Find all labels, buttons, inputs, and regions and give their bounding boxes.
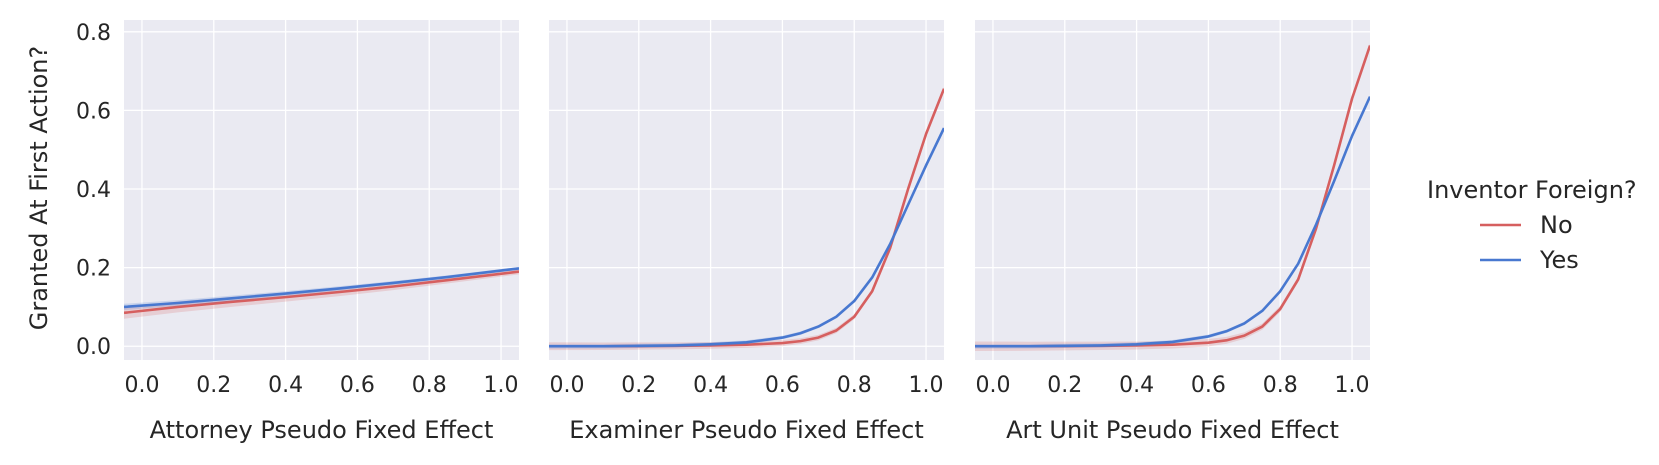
x-tick-label: 0.6 — [1191, 373, 1226, 398]
series-line-yes — [549, 127, 944, 348]
y-tick-label: 0.2 — [76, 257, 111, 282]
panel-1: 0.0 0.2 0.4 0.6 0.8 1.0 0.0 0.2 0.4 0.6 0.8 Attorne… — [76, 20, 519, 444]
panel-3: 0.0 0.2 0.4 0.6 0.8 1.0 Art Unit Pseudo Fixed … — [975, 20, 1370, 444]
legend-label-yes: Yes — [1539, 246, 1579, 274]
x-axis-label: Art Unit Pseudo Fixed Effect — [1006, 416, 1339, 444]
y-axis-label: Granted At First Action? — [25, 46, 53, 331]
x-tick-label: 1.0 — [1335, 373, 1370, 398]
panel-background — [549, 20, 944, 360]
x-tick-label: 0.4 — [268, 373, 303, 398]
panel-background — [124, 20, 519, 360]
y-tick-label: 0.4 — [76, 178, 111, 203]
legend-label-no: No — [1540, 211, 1573, 239]
y-tick-label: 0.0 — [76, 335, 111, 360]
x-axis-label: Examiner Pseudo Fixed Effect — [569, 416, 924, 444]
series-line-yes — [124, 267, 519, 309]
series-group — [124, 266, 519, 319]
legend: Inventor Foreign? No Yes — [1427, 176, 1637, 274]
x-tick-label: 1.0 — [909, 373, 944, 398]
series-group — [549, 87, 944, 351]
x-tick-label: 0.8 — [1263, 373, 1298, 398]
series-group — [975, 43, 1370, 351]
y-tick-label: 0.6 — [76, 99, 111, 124]
x-tick-label: 0.6 — [340, 373, 375, 398]
x-tick-label: 0.6 — [765, 373, 800, 398]
x-tick-label: 0.8 — [412, 373, 447, 398]
x-tick-label: 1.0 — [484, 373, 519, 398]
panel-2: 0.0 0.2 0.4 0.6 0.8 1.0 Examiner Pseudo Fixed … — [549, 20, 944, 444]
panel-background — [975, 20, 1370, 360]
legend-title: Inventor Foreign? — [1427, 176, 1637, 204]
x-tick-label: 0.8 — [837, 373, 872, 398]
x-tick-label: 0.4 — [1119, 373, 1154, 398]
x-tick-label: 0.2 — [1047, 373, 1082, 398]
x-tick-label: 0.2 — [621, 373, 656, 398]
x-tick-label: 0.0 — [124, 373, 159, 398]
x-tick-label: 0.0 — [975, 373, 1010, 398]
x-tick-label: 0.2 — [196, 373, 231, 398]
x-tick-label: 0.4 — [693, 373, 728, 398]
y-tick-label: 0.8 — [76, 21, 111, 46]
x-axis-label: Attorney Pseudo Fixed Effect — [150, 416, 494, 444]
panels-group: 0.0 0.2 0.4 0.6 0.8 1.0 0.0 0.2 0.4 0.6 0.8 Attorne… — [76, 20, 1370, 444]
series-line-no — [124, 270, 519, 315]
x-tick-label: 0.0 — [549, 373, 584, 398]
series-line-yes — [975, 96, 1370, 348]
